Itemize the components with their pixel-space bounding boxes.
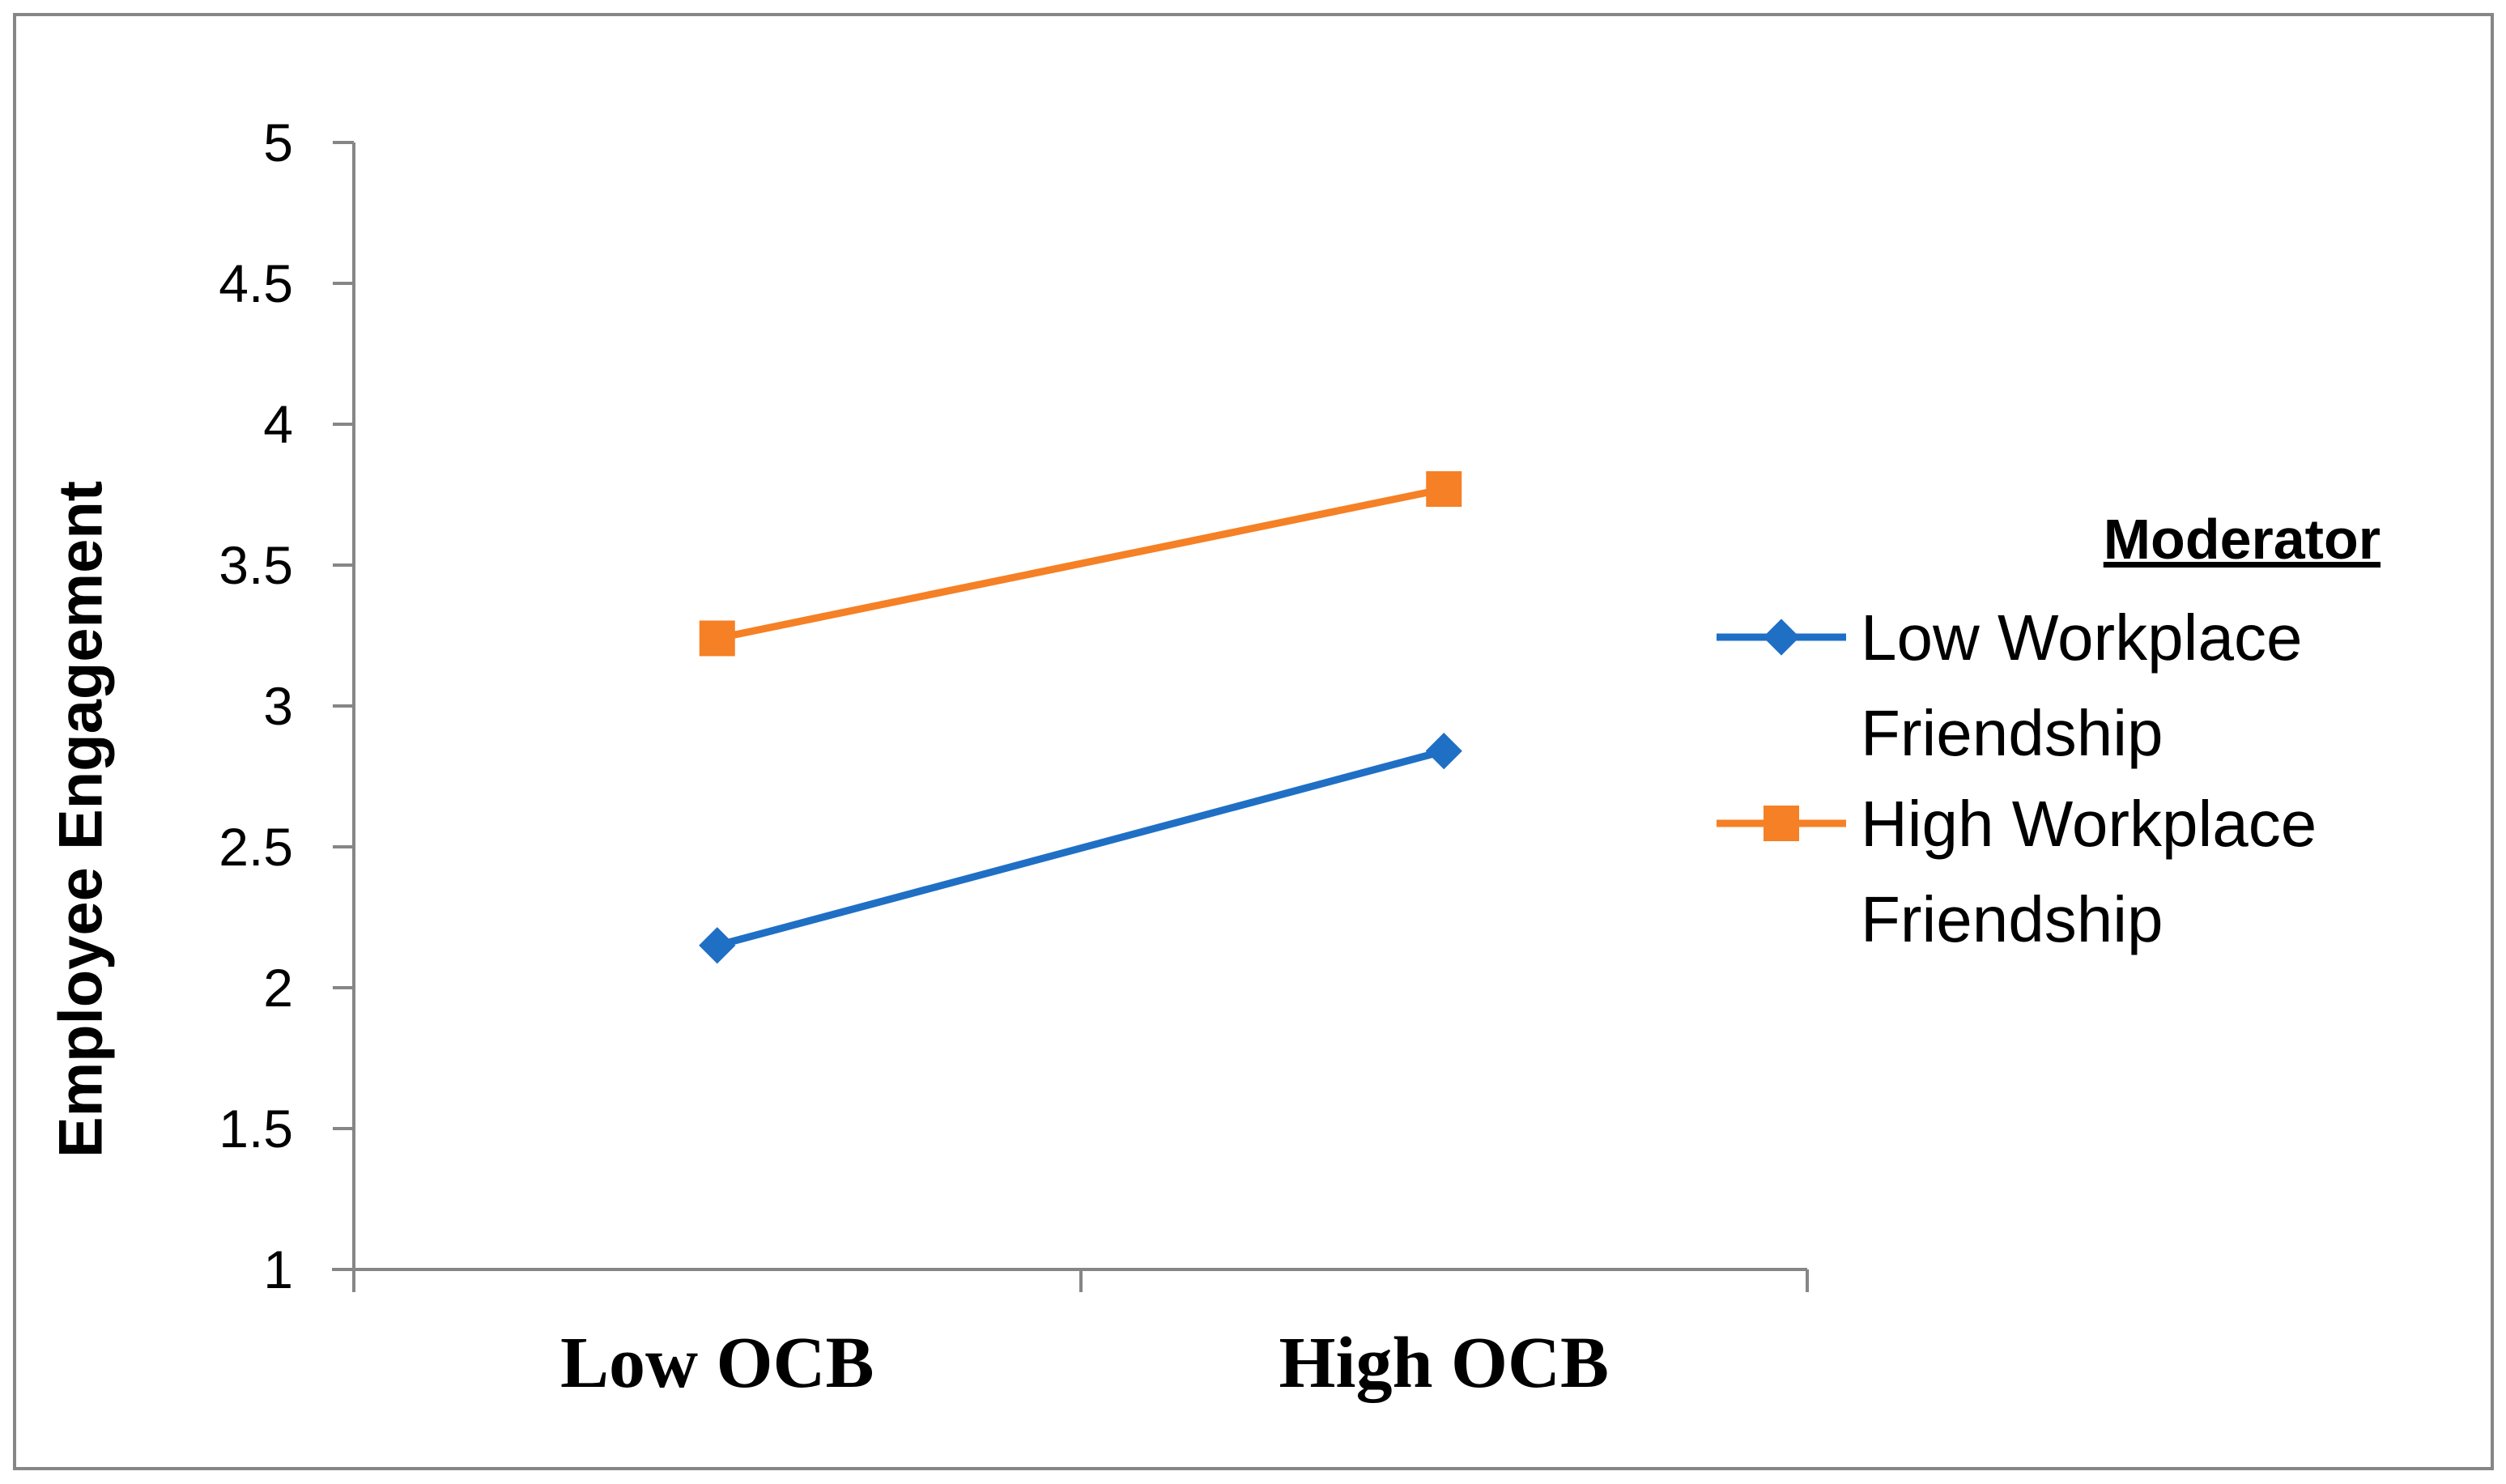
y-tick-label: 2.5 xyxy=(219,817,293,877)
y-axis-label: Employee Engagement xyxy=(47,481,116,1158)
legend-square-marker xyxy=(1764,806,1799,841)
data-point-diamond xyxy=(1425,733,1462,770)
data-point-square xyxy=(699,620,735,657)
x-category-label: Low OCB xyxy=(560,1323,874,1403)
chart-border xyxy=(13,13,2494,1470)
y-tick-label: 4.5 xyxy=(219,253,293,313)
data-point-square xyxy=(1426,471,1462,508)
legend-item-high-workplace-friendship: High Workplace Friendship xyxy=(1717,788,2317,955)
series-line-high-workplace-friendship xyxy=(716,485,1445,642)
series xyxy=(699,471,1462,964)
legend: Moderator Low Workplace Friendship High … xyxy=(1717,508,2380,955)
y-tick-label: 2 xyxy=(263,958,293,1018)
legend-item-low-workplace-friendship: Low Workplace Friendship xyxy=(1717,602,2302,769)
x-category-labels: Low OCB High OCB xyxy=(560,1323,1609,1403)
series-line-low-workplace-friendship xyxy=(716,747,1445,950)
y-tick-label: 1 xyxy=(263,1240,293,1299)
legend-diamond-marker xyxy=(1763,619,1800,656)
legend-label-low-line2: Friendship xyxy=(1861,697,2163,769)
data-point-diamond xyxy=(699,927,736,964)
legend-label-low-line1: Low Workplace xyxy=(1861,602,2302,674)
y-tick-label: 4 xyxy=(263,394,293,454)
y-tick-label: 3.5 xyxy=(219,535,293,595)
y-tick-label: 1.5 xyxy=(219,1099,293,1159)
x-category-label: High OCB xyxy=(1279,1323,1609,1403)
y-tick-label: 5 xyxy=(263,113,293,172)
legend-label-high-line2: Friendship xyxy=(1861,883,2163,955)
y-tick-labels: 1 1.5 2 2.5 3 3.5 4 4.5 5 xyxy=(219,113,354,1299)
legend-label-high-line1: High Workplace xyxy=(1861,788,2317,860)
y-tick-label: 3 xyxy=(263,676,293,736)
legend-title: Moderator xyxy=(2104,508,2380,571)
